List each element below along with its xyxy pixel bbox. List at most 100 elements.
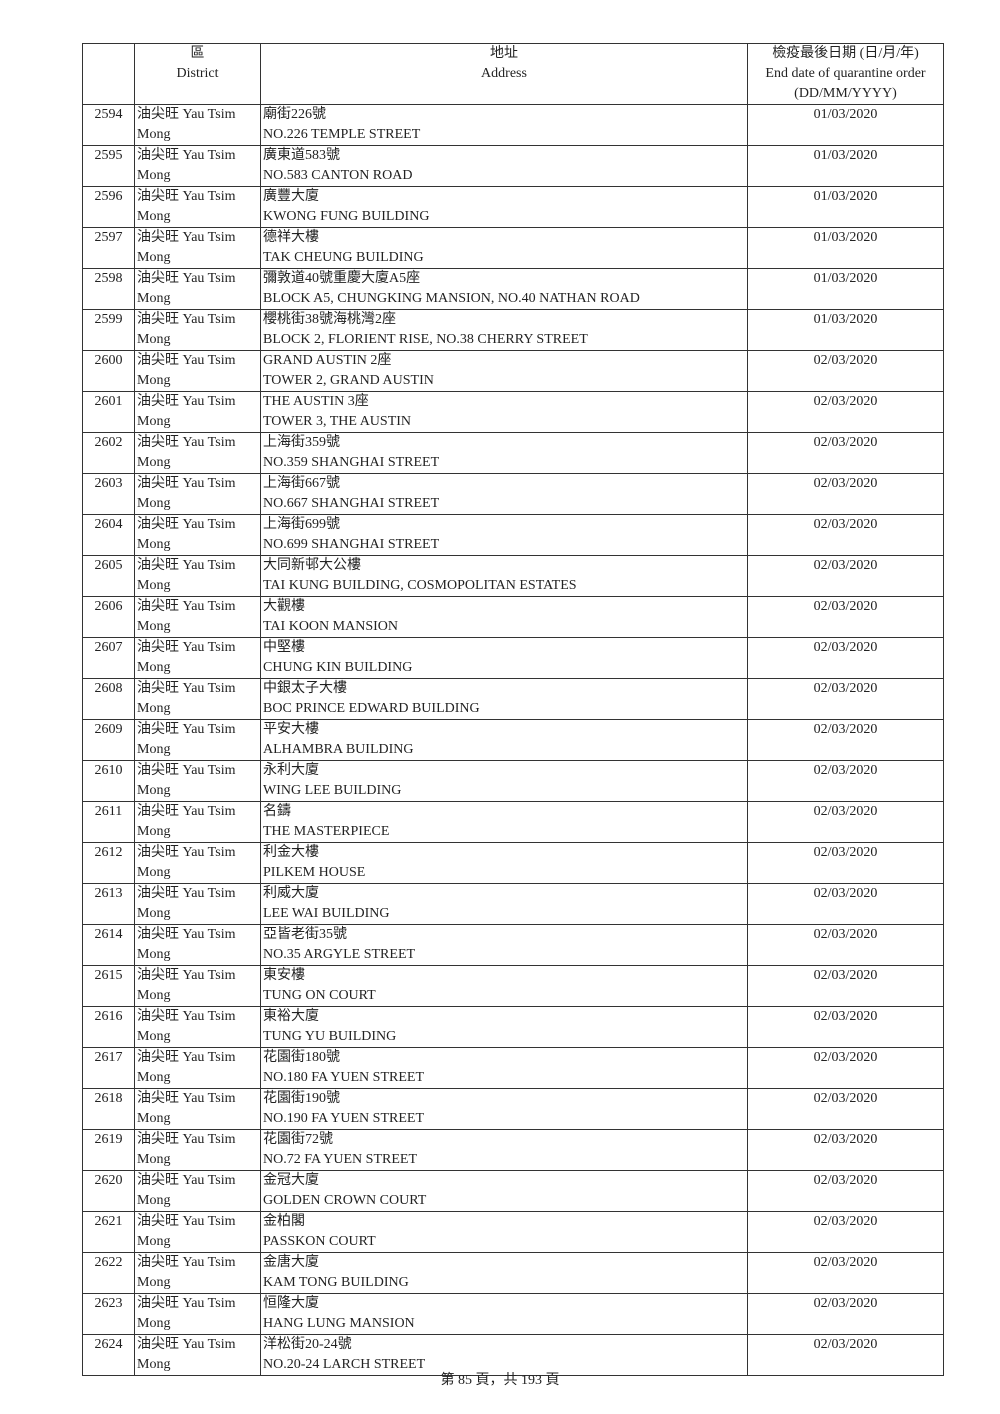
district-line-2: Mong (137, 906, 171, 921)
end-date-cell: 02/03/2020 (747, 350, 944, 392)
district-line-1: 油尖旺 Yau Tsim (137, 1132, 236, 1147)
address-zh: 金唐大廈 (263, 1255, 319, 1270)
end-date-cell: 02/03/2020 (747, 1006, 944, 1048)
district-line-2: Mong (137, 496, 171, 511)
end-date-cell: 02/03/2020 (747, 1211, 944, 1253)
row-number: 2617 (82, 1047, 135, 1089)
address-en: TAI KOON MANSION (263, 619, 398, 634)
address-cell: 中銀太子大樓 BOC PRINCE EDWARD BUILDING (260, 678, 748, 720)
address-zh: THE AUSTIN 3座 (263, 394, 369, 409)
page-number: 第 85 頁，共 193 頁 (440, 1373, 560, 1388)
row-number: 2604 (82, 514, 135, 556)
address-zh: 亞皆老街35號 (263, 927, 347, 942)
address-cell: 金唐大廈 KAM TONG BUILDING (260, 1252, 748, 1294)
district-line-1: 油尖旺 Yau Tsim (137, 558, 236, 573)
district-cell: 油尖旺 Yau Tsim Mong (134, 268, 261, 310)
address-en: KWONG FUNG BUILDING (263, 209, 430, 224)
end-date-cell: 01/03/2020 (747, 104, 944, 146)
table-row: 2619 油尖旺 Yau Tsim Mong 花園街72號 NO.72 FA YUEN … (82, 1129, 944, 1171)
end-date-cell: 02/03/2020 (747, 1170, 944, 1212)
district-line-1: 油尖旺 Yau Tsim (137, 435, 236, 450)
address-zh: 利威大廈 (263, 886, 319, 901)
row-number: 2611 (82, 801, 135, 843)
address-zh: 廣豐大廈 (263, 189, 319, 204)
district-cell: 油尖旺 Yau Tsim Mong (134, 309, 261, 351)
address-zh: 彌敦道40號重慶大廈A5座 (263, 271, 421, 286)
address-cell: 恒隆大廈 HANG LUNG MANSION (260, 1293, 748, 1335)
table-row: 2609 油尖旺 Yau Tsim Mong 平安大樓 ALHAMBRA BUILDIN… (82, 719, 944, 761)
address-zh: 金冠大廈 (263, 1173, 319, 1188)
end-date-cell: 02/03/2020 (747, 473, 944, 515)
table-row: 2621 油尖旺 Yau Tsim Mong 金柏閣 PASSKON COURT 02/0… (82, 1211, 944, 1253)
district-cell: 油尖旺 Yau Tsim Mong (134, 555, 261, 597)
district-cell: 油尖旺 Yau Tsim Mong (134, 227, 261, 269)
district-line-2: Mong (137, 947, 171, 962)
address-zh: 東安樓 (263, 968, 305, 983)
district-cell: 油尖旺 Yau Tsim Mong (134, 1170, 261, 1212)
district-cell: 油尖旺 Yau Tsim Mong (134, 924, 261, 966)
district-line-2: Mong (137, 1357, 171, 1372)
address-cell: 德祥大樓 TAK CHEUNG BUILDING (260, 227, 748, 269)
end-date-cell: 02/03/2020 (747, 842, 944, 884)
district-line-2: Mong (137, 250, 171, 265)
address-cell: 大同新邨大公樓 TAI KUNG BUILDING, COSMOPOLITAN E… (260, 555, 748, 597)
end-date-cell: 02/03/2020 (747, 760, 944, 802)
end-date-cell: 02/03/2020 (747, 1293, 944, 1335)
district-cell: 油尖旺 Yau Tsim Mong (134, 1047, 261, 1089)
district-line-1: 油尖旺 Yau Tsim (137, 148, 236, 163)
district-line-2: Mong (137, 291, 171, 306)
district-cell: 油尖旺 Yau Tsim Mong (134, 186, 261, 228)
district-line-1: 油尖旺 Yau Tsim (137, 312, 236, 327)
district-line-1: 油尖旺 Yau Tsim (137, 722, 236, 737)
header-date-en: End date of quarantine order (765, 66, 926, 81)
district-line-2: Mong (137, 455, 171, 470)
district-cell: 油尖旺 Yau Tsim Mong (134, 1006, 261, 1048)
address-cell: 上海街667號 NO.667 SHANGHAI STREET (260, 473, 748, 515)
address-cell: THE AUSTIN 3座 TOWER 3, THE AUSTIN (260, 391, 748, 433)
end-date-cell: 02/03/2020 (747, 596, 944, 638)
district-line-2: Mong (137, 537, 171, 552)
header-date-zh: 檢疫最後日期 (日/月/年) (772, 46, 919, 61)
address-zh: 廟街226號 (263, 107, 326, 122)
district-line-1: 油尖旺 Yau Tsim (137, 968, 236, 983)
address-en: BLOCK A5, CHUNGKING MANSION, NO.40 NATHA… (263, 291, 640, 306)
address-zh: GRAND AUSTIN 2座 (263, 353, 392, 368)
district-cell: 油尖旺 Yau Tsim Mong (134, 637, 261, 679)
row-number: 2618 (82, 1088, 135, 1130)
address-zh: 大觀樓 (263, 599, 305, 614)
address-en: HANG LUNG MANSION (263, 1316, 415, 1331)
district-cell: 油尖旺 Yau Tsim Mong (134, 842, 261, 884)
row-number: 2595 (82, 145, 135, 187)
address-zh: 洋松街20-24號 (263, 1337, 352, 1352)
address-en: ALHAMBRA BUILDING (263, 742, 414, 757)
address-cell: 廣豐大廈 KWONG FUNG BUILDING (260, 186, 748, 228)
row-number: 2599 (82, 309, 135, 351)
district-cell: 油尖旺 Yau Tsim Mong (134, 1129, 261, 1171)
address-cell: GRAND AUSTIN 2座 TOWER 2, GRAND AUSTIN (260, 350, 748, 392)
address-en: PILKEM HOUSE (263, 865, 366, 880)
address-zh: 花園街72號 (263, 1132, 333, 1147)
table-row: 2618 油尖旺 Yau Tsim Mong 花園街190號 NO.190 FA YUE… (82, 1088, 944, 1130)
district-cell: 油尖旺 Yau Tsim Mong (134, 1252, 261, 1294)
row-number: 2607 (82, 637, 135, 679)
row-number: 2594 (82, 104, 135, 146)
district-cell: 油尖旺 Yau Tsim Mong (134, 596, 261, 638)
district-line-1: 油尖旺 Yau Tsim (137, 189, 236, 204)
table-row: 2599 油尖旺 Yau Tsim Mong 櫻桃街38號海桃灣2座 BLOCK 2, … (82, 309, 944, 351)
district-cell: 油尖旺 Yau Tsim Mong (134, 145, 261, 187)
district-cell: 油尖旺 Yau Tsim Mong (134, 350, 261, 392)
district-cell: 油尖旺 Yau Tsim Mong (134, 1211, 261, 1253)
table-row: 2603 油尖旺 Yau Tsim Mong 上海街667號 NO.667 SHANGH… (82, 473, 944, 515)
table-row: 2598 油尖旺 Yau Tsim Mong 彌敦道40號重慶大廈A5座 BLOCK A… (82, 268, 944, 310)
table-row: 2613 油尖旺 Yau Tsim Mong 利威大廈 LEE WAI BUILDING… (82, 883, 944, 925)
address-cell: 中堅樓 CHUNG KIN BUILDING (260, 637, 748, 679)
district-line-1: 油尖旺 Yau Tsim (137, 353, 236, 368)
end-date-cell: 02/03/2020 (747, 637, 944, 679)
row-number: 2601 (82, 391, 135, 433)
end-date-cell: 02/03/2020 (747, 1047, 944, 1089)
row-number: 2613 (82, 883, 135, 925)
address-en: NO.226 TEMPLE STREET (263, 127, 421, 142)
district-cell: 油尖旺 Yau Tsim Mong (134, 1293, 261, 1335)
row-number: 2614 (82, 924, 135, 966)
district-cell: 油尖旺 Yau Tsim Mong (134, 801, 261, 843)
